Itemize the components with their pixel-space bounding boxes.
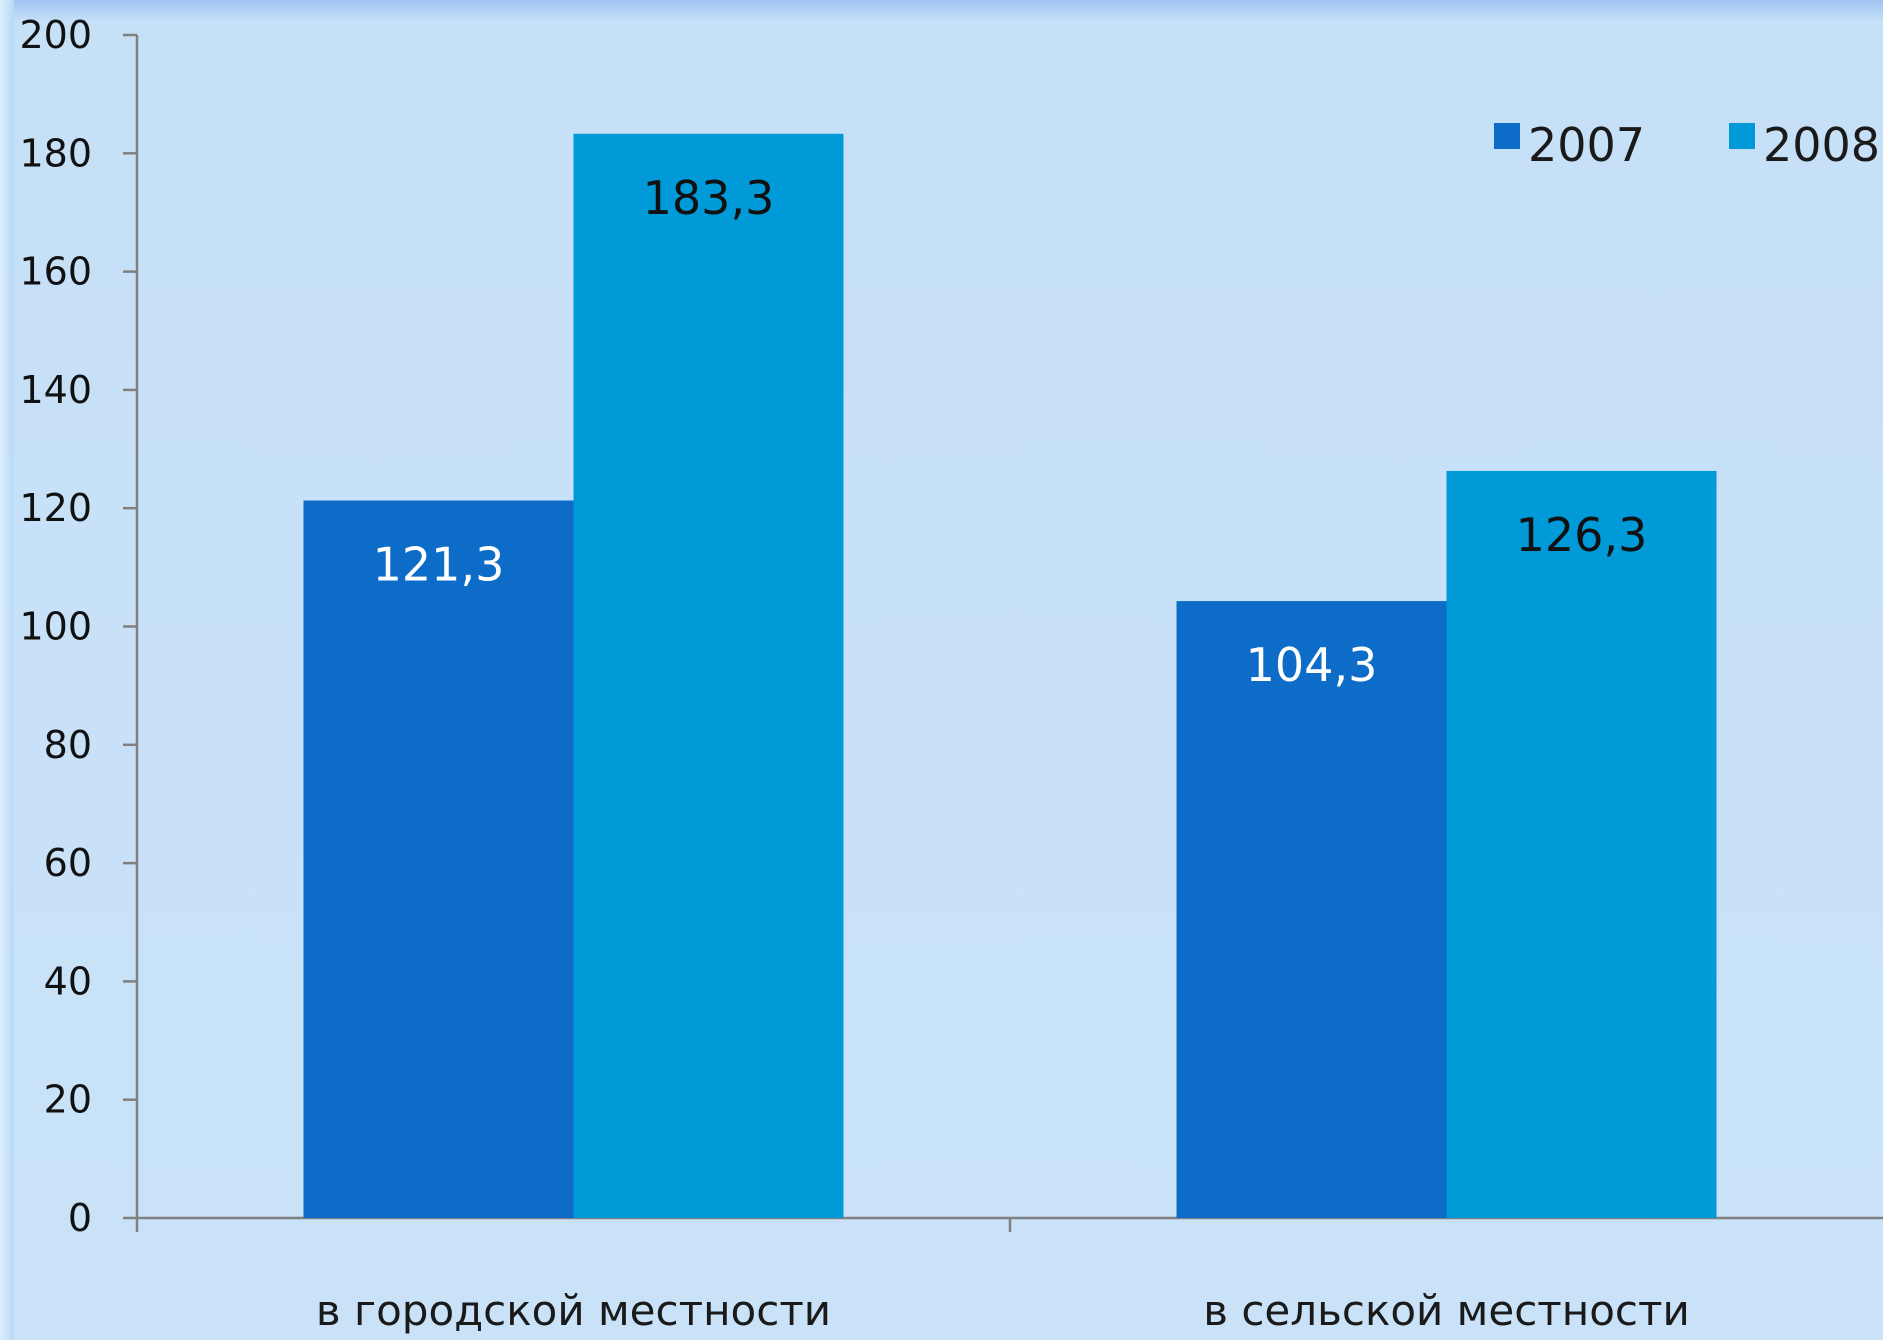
left-decorative-strip <box>0 0 14 1340</box>
chart-legend: 2007 2008 <box>1494 118 1880 172</box>
x-category-label: в сельской местности <box>1203 1286 1690 1335</box>
y-tick-label: 200 <box>19 13 92 57</box>
bar-2007-1 <box>1176 601 1447 1218</box>
bar-value-label: 126,3 <box>1516 508 1648 562</box>
y-tick-label: 60 <box>44 841 92 885</box>
y-tick-label: 80 <box>44 723 92 767</box>
x-category-label: в городской местности <box>316 1286 831 1335</box>
bar-value-label: 121,3 <box>373 538 505 592</box>
y-tick-label: 120 <box>19 486 92 530</box>
legend-label: 2008 <box>1763 118 1880 172</box>
y-tick-label: 180 <box>19 131 92 175</box>
bar-value-label: 183,3 <box>643 171 775 225</box>
chart-bars: 121,3 183,3 104,3 126,3 <box>303 133 1717 1218</box>
y-tick-label: 20 <box>44 1078 92 1122</box>
bar-2007-0 <box>303 500 574 1218</box>
y-tick-label: 100 <box>19 605 92 649</box>
legend-label: 2007 <box>1528 118 1645 172</box>
y-tick-label: 140 <box>19 368 92 412</box>
legend-swatch <box>1494 123 1520 149</box>
y-tick-label: 40 <box>44 959 92 1003</box>
bar-2008-0 <box>573 133 844 1218</box>
y-tick-label: 160 <box>19 250 92 294</box>
bar-2008-1 <box>1446 470 1717 1218</box>
chart-axes: 0 20 40 60 80 100 120 140 160 180 200 в городской м… <box>19 13 1883 1335</box>
bar-value-label: 104,3 <box>1246 638 1378 692</box>
y-tick-label: 0 <box>68 1196 92 1240</box>
legend-swatch <box>1729 123 1755 149</box>
